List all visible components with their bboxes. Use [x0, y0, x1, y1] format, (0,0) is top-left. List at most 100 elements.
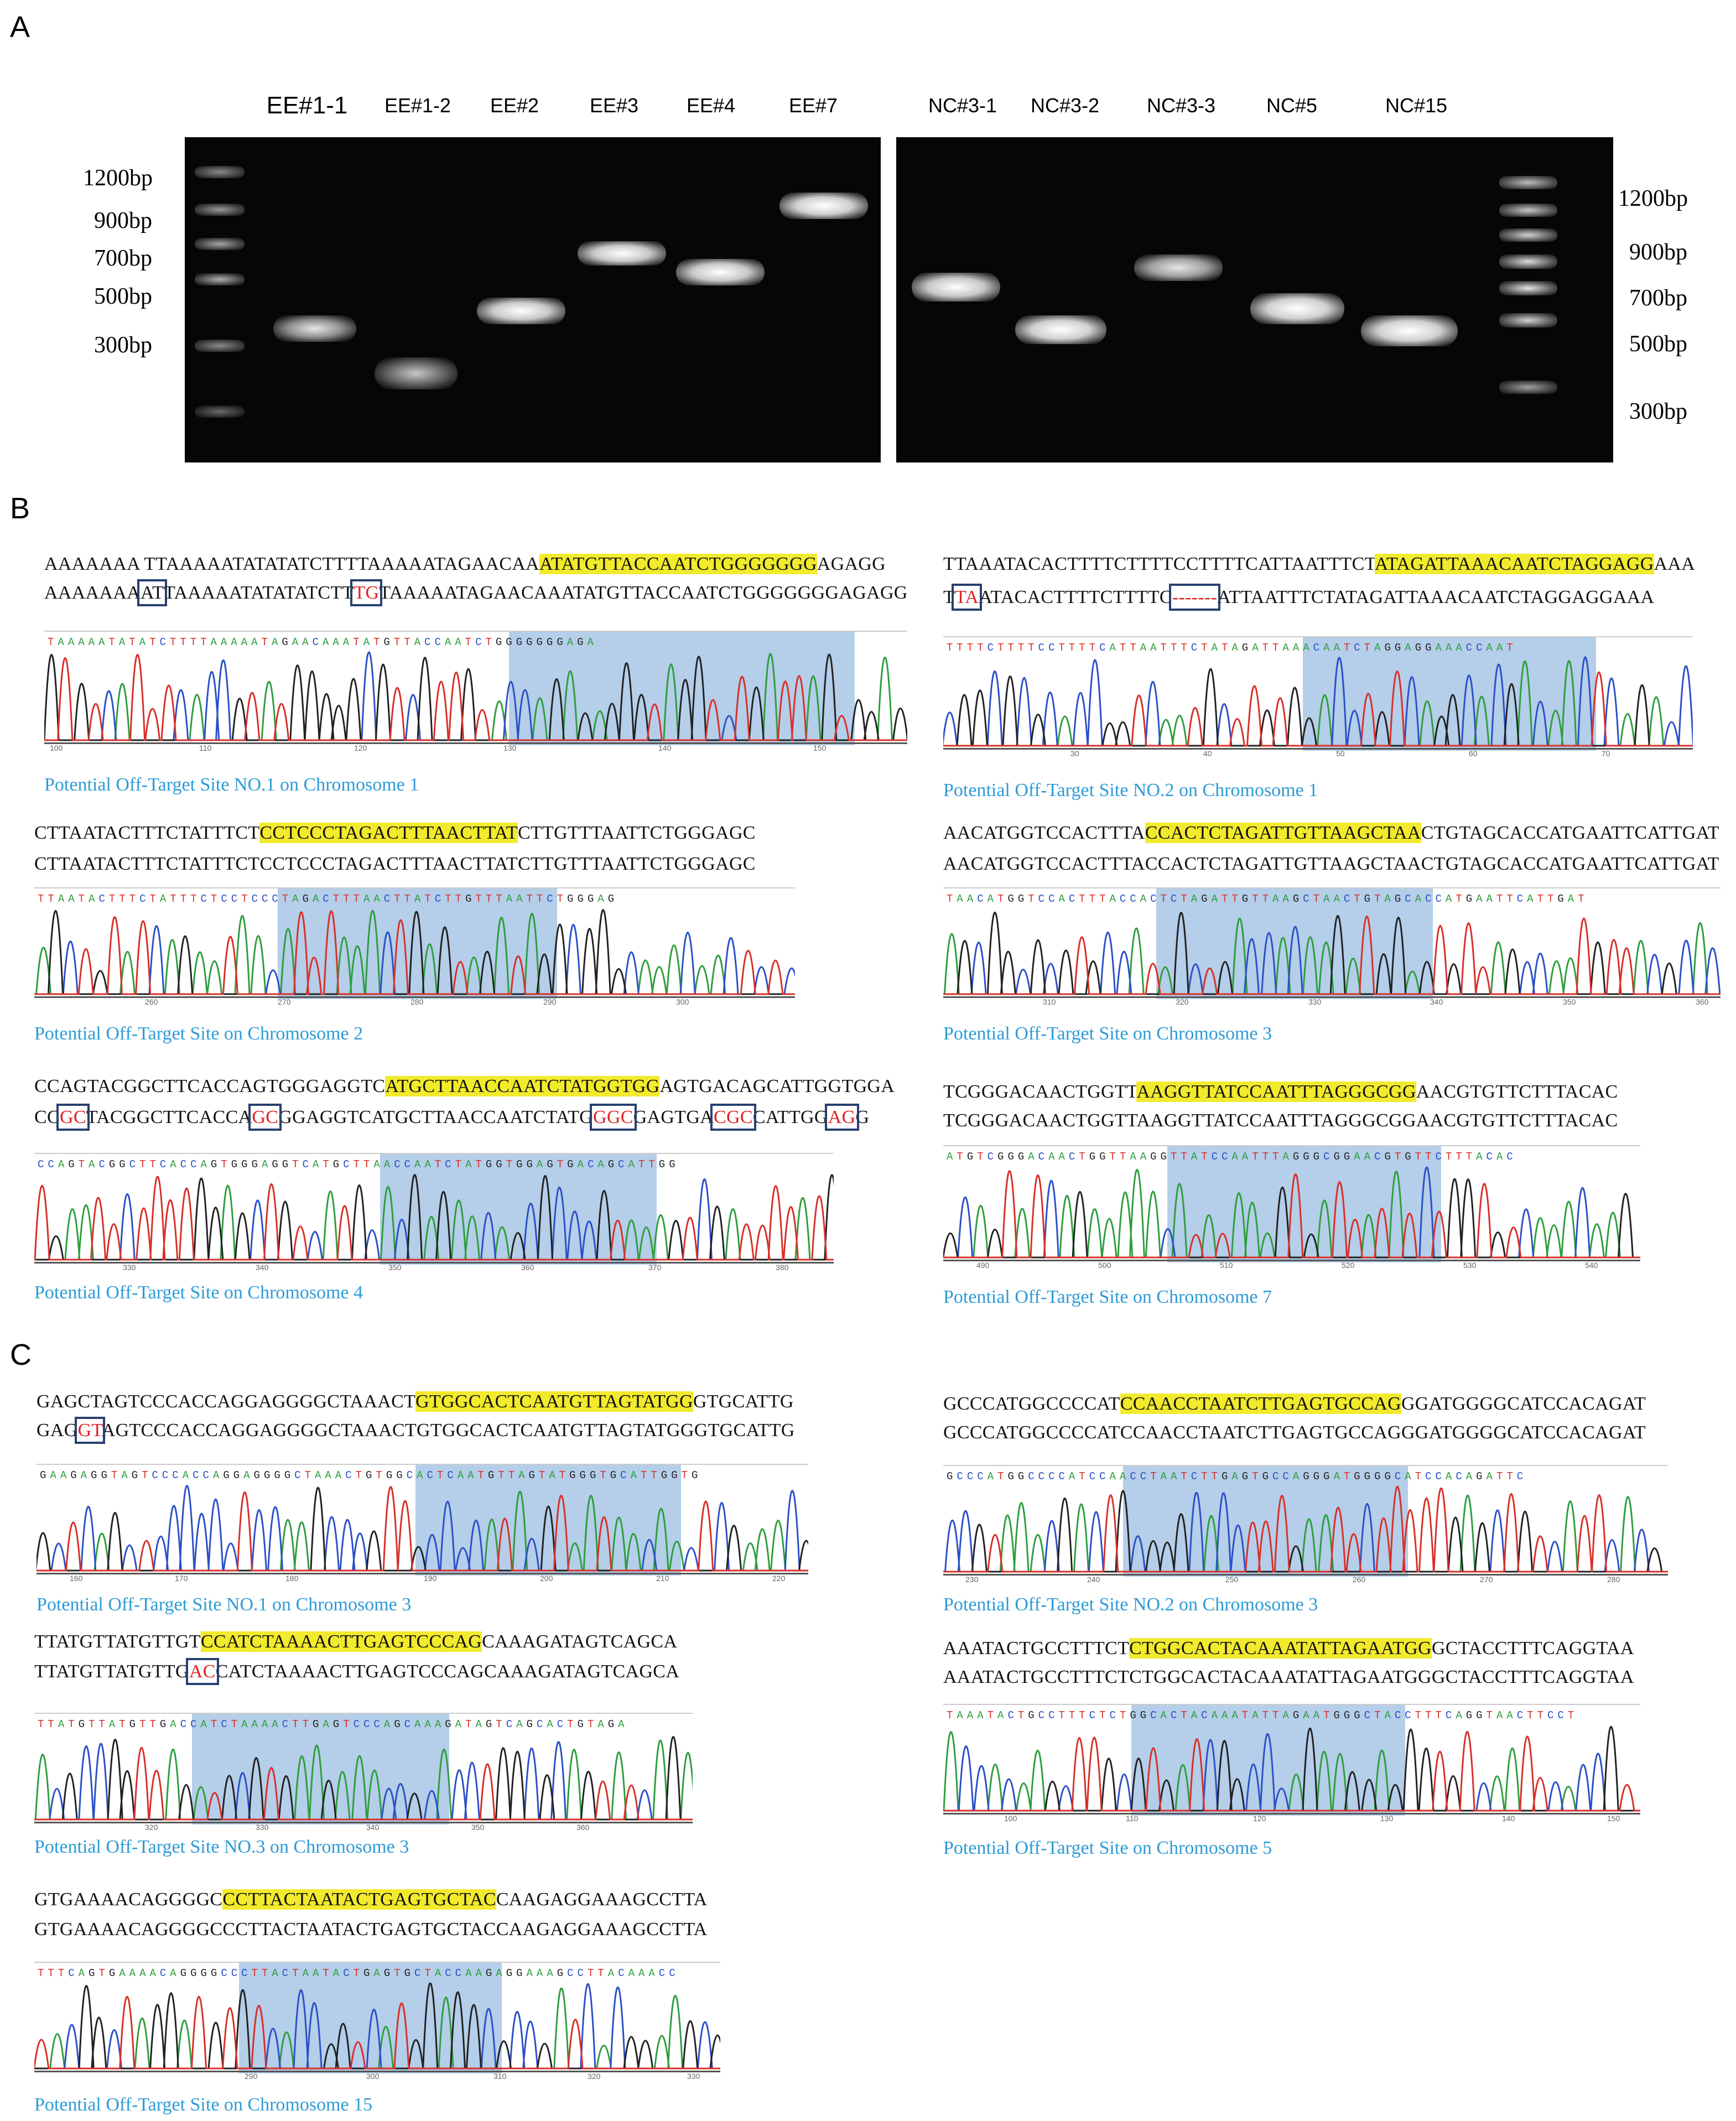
trace-line [943, 1494, 1668, 1573]
trace-svg [34, 1174, 834, 1261]
trace-line [34, 1747, 693, 1821]
reference-sequence: GCCCATGGCCCCATCCAACCTAATCTTGAGTGCCAGGGAT… [943, 1394, 1646, 1414]
site-caption: Potential Off-Target Site NO.1 on Chromo… [37, 1594, 412, 1615]
trace-line [943, 1178, 1640, 1259]
trace-line [943, 1166, 1640, 1259]
lane-label-2: EE#1-2 [384, 94, 451, 117]
trace-line [943, 1485, 1668, 1573]
trace-line [34, 1983, 720, 2070]
site-caption: Potential Off-Target Site on Chromosome … [34, 1023, 363, 1044]
trace-line [37, 1486, 808, 1572]
trace-line [34, 1178, 834, 1261]
right-marker-900: 900bp [1629, 240, 1687, 265]
mismatch-box: CGC [710, 1104, 756, 1131]
mismatch-box: GT [74, 1417, 105, 1444]
trace-line [943, 926, 1721, 995]
trace-svg [943, 912, 1721, 995]
trace-line [34, 1996, 720, 2070]
mismatch-box: GC [56, 1104, 90, 1131]
gel-image-right [896, 137, 1613, 462]
sample-sequence: AAAAAAAATTAAAAATATATATCTTTGTAAAAATAGAACA… [44, 579, 908, 606]
trace-line [943, 1170, 1640, 1259]
sample-sequence: GCCCATGGCCCCATCCAACCTAATCTTGAGTGCCAGGGAT… [943, 1422, 1646, 1443]
trace-svg [34, 1982, 720, 2070]
reference-sequence: CTTAATACTTTCTATTTCTCCTCCCTAGACTTTAACTTAT… [34, 823, 756, 843]
trace-bases: TTTTCTTTTCCTTTTCATTAATTTCTATAGATTAAACAAT… [947, 642, 1517, 654]
chromatogram: GAAGAGGTAGTCCCACCAGGAGGGGCTAAACTGTGGCACT… [37, 1464, 808, 1581]
trace-line [34, 1184, 834, 1261]
reference-sequence: TCGGGACAACTGGTTAAGGTTATCCAATTTAGGGCGGAAC… [943, 1082, 1618, 1102]
right-marker-700: 700bp [1629, 285, 1687, 311]
lane-label-3: EE#2 [490, 94, 539, 117]
gel-image-left [185, 137, 881, 462]
lane-label-6: EE#7 [788, 94, 838, 117]
site-caption: Potential Off-Target Site on Chromosome … [34, 1282, 363, 1303]
chromatogram: TTAATACTTTCTATTTCTCCTCCCTAGACTTTAACTTATC… [34, 887, 795, 1005]
sample-sequence: CCGCTACGGCTTCACCAGCGGAGGTCATGCTTAACCAATC… [34, 1104, 870, 1131]
left-marker-700: 700bp [94, 246, 152, 271]
b-site-6: TCGGGACAACTGGTTAAGGTTATCCAATTTAGGGCGGAAC… [943, 1081, 1640, 1319]
b-site-4: AACATGGTCCACTTTACCACTCTAGATTGTTAAGCTAACT… [943, 822, 1723, 1054]
trace-svg [34, 909, 795, 995]
left-marker-900: 900bp [94, 208, 152, 233]
lane-label-7: NC#3-1 [928, 94, 997, 117]
trace-bases: TTATGTTATGTTGACCATCTAAAACTTGAGTCCCAGCAAA… [38, 1718, 628, 1730]
trace-line [34, 1982, 720, 2070]
reference-sequence: AAAAAAA TTAAAAATATATATCTTTTAAAAATAGAACAA… [44, 554, 886, 574]
right-marker-500: 500bp [1629, 331, 1687, 357]
trace-line [943, 1726, 1640, 1812]
b-site-3: CTTAATACTTTCTATTTCTCCTCCCTAGACTTTAACTTAT… [34, 822, 798, 1054]
mismatch-box: AG [824, 1104, 859, 1131]
reference-sequence: CCAGTACGGCTTCACCAGTGGGAGGTCATGCTTAACCAAT… [34, 1076, 895, 1096]
reference-sequence: AAATACTGCCTTTCTCTGGCACTACAAATATTAGAATGGG… [943, 1638, 1634, 1659]
chromatogram: TAAATACTGCCTTTCTCTGGCACTACAAATATTAGAATGG… [943, 1704, 1640, 1821]
chromatogram: TTTCAGTGAAAACAGGGGCCCTTACTAATACTGAGTGCTA… [34, 1962, 720, 2079]
c-site-2: GCCCATGGCCCCATCCAACCTAATCTTGAGTGCCAGGGAT… [943, 1393, 1690, 1625]
trace-line [34, 910, 795, 995]
chromatogram: GCCCATGGCCCCATCCAACCTAATCTTGAGTGCCAGGGAT… [943, 1465, 1668, 1582]
trace-svg [44, 651, 907, 741]
trace-line [34, 910, 795, 995]
right-marker-1200: 1200bp [1618, 186, 1688, 211]
trace-svg [943, 1726, 1640, 1812]
site-caption: Potential Off-Target Site NO.3 on Chromo… [34, 1837, 409, 1857]
panel-label-a: A [10, 11, 30, 44]
trace-bases: TTTCAGTGAAAACAGGGGCCCTTACTAATACTGAGTGCTA… [38, 1967, 679, 1979]
trace-bases: ATGTCGGGACAACTGGTTAAGGTTATCCAATTTAGGGCGG… [947, 1151, 1517, 1163]
mismatch-box: TG [350, 579, 383, 606]
trace-line [37, 1486, 808, 1572]
trace-bases: TAACATGGTCCACTTTACCACTCTAGATTGTTAAGCTAAC… [947, 893, 1588, 905]
trace-line [44, 653, 907, 741]
deletion-box: ------- [1168, 584, 1221, 611]
trace-line [44, 654, 907, 741]
reference-sequence: TTATGTTATGTTGTCCATCTAAAACTTGAGTCCCAGCAAA… [34, 1631, 678, 1652]
chromatogram: ATGTCGGGACAACTGGTTAAGGTTATCCAATTTAGGGCGG… [943, 1145, 1640, 1268]
sample-sequence: AAATACTGCCTTTCTCTGGCACTACAAATATTAGAATGGG… [943, 1667, 1634, 1687]
site-caption: Potential Off-Target Site on Chromosome … [943, 1287, 1272, 1307]
right-marker-300: 300bp [1629, 399, 1687, 424]
trace-line [943, 1169, 1640, 1259]
left-marker-1200: 1200bp [83, 165, 153, 191]
trace-svg [34, 1736, 693, 1821]
reference-sequence: AACATGGTCCACTTTACCACTCTAGATTGTTAAGCTAACT… [943, 823, 1719, 843]
c-site-3: TTATGTTATGTTGTCCATCTAAAACTTGAGTCCCAGCAAA… [34, 1631, 753, 1863]
sample-sequence: TTATGTTATGTTGACCATCTAAAACTTGAGTCCCAGCAAA… [34, 1658, 680, 1685]
left-marker-500: 500bp [94, 284, 152, 309]
trace-line [37, 1485, 808, 1572]
trace-bases: TTAATACTTTCTATTTCTCCTCCCTAGACTTTAACTTATC… [38, 893, 618, 905]
chromatogram: TTATGTTATGTTGACCATCTAAAACTTGAGTCCCAGCAAA… [34, 1713, 693, 1830]
site-caption: Potential Off-Target Site on Chromosome … [34, 2094, 373, 2115]
trace-bases: CCAGTACGGCTTCACCAGTGGGAGGTCATGCTTAACCAAT… [38, 1158, 679, 1171]
mismatch-box: TA [952, 584, 983, 611]
mismatch-box: GC [248, 1104, 282, 1131]
site-caption: Potential Off-Target Site NO.2 on Chromo… [943, 1594, 1318, 1615]
trace-line [943, 668, 1693, 747]
panel-label-b: B [10, 492, 30, 525]
lane-label-5: EE#4 [686, 94, 736, 117]
sample-sequence: GTGAAAACAGGGGCCCTTACTAATACTGAGTGCTACCAAG… [34, 1919, 708, 1940]
trace-svg [943, 656, 1693, 747]
trace-svg [37, 1485, 808, 1572]
mismatch-box: GGC [590, 1104, 637, 1131]
panel-label-c: C [10, 1338, 32, 1371]
site-caption: Potential Off-Target Site on Chromosome … [943, 1023, 1272, 1044]
